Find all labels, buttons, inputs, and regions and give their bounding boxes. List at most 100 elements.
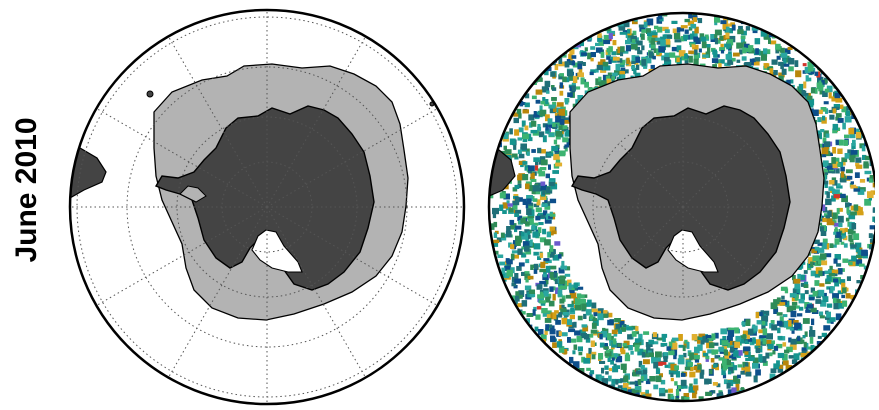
data-coverage-cell xyxy=(776,360,780,367)
data-coverage-cell xyxy=(656,48,660,55)
data-coverage-cell xyxy=(496,237,502,243)
data-coverage-cell xyxy=(648,339,655,345)
data-coverage-cell xyxy=(595,68,599,73)
data-coverage-cell xyxy=(689,33,695,40)
data-coverage-cell xyxy=(502,202,508,209)
data-coverage-cell xyxy=(514,299,518,305)
data-coverage-cell xyxy=(548,300,555,307)
data-coverage-cell xyxy=(658,45,665,53)
data-coverage-cell xyxy=(769,373,776,380)
data-coverage-cell xyxy=(595,78,601,86)
data-coverage-cell xyxy=(837,268,843,275)
data-coverage-cell xyxy=(569,338,577,343)
data-coverage-cell xyxy=(796,336,801,342)
data-coverage-cell xyxy=(591,354,596,360)
data-coverage-cell xyxy=(533,243,541,250)
data-coverage-cell xyxy=(556,341,563,348)
data-coverage-cell xyxy=(531,149,536,153)
data-coverage-cell xyxy=(513,240,517,247)
data-coverage-cell xyxy=(526,208,532,215)
data-coverage-cell xyxy=(856,254,863,259)
data-coverage-cell xyxy=(576,286,584,290)
data-coverage-cell xyxy=(514,295,520,302)
data-coverage-cell xyxy=(568,84,574,88)
data-coverage-cell xyxy=(770,40,777,45)
data-coverage-cell xyxy=(532,309,536,316)
data-coverage-cell xyxy=(763,51,768,57)
data-coverage-cell xyxy=(511,276,516,283)
data-coverage-cell xyxy=(727,39,734,46)
data-coverage-cell xyxy=(820,204,826,211)
data-coverage-cell xyxy=(521,102,526,105)
data-coverage-cell xyxy=(753,375,758,383)
data-coverage-cell xyxy=(541,86,549,93)
data-coverage-cell xyxy=(815,299,822,304)
data-coverage-cell xyxy=(828,269,835,274)
data-coverage-cell xyxy=(797,273,801,281)
data-coverage-cell xyxy=(529,293,536,298)
data-coverage-cell xyxy=(551,87,557,91)
data-coverage-cell xyxy=(627,33,634,38)
data-coverage-cell xyxy=(771,324,778,331)
data-coverage-cell xyxy=(655,368,661,375)
data-coverage-cell xyxy=(544,197,548,204)
data-coverage-cell xyxy=(579,40,584,47)
data-coverage-cell xyxy=(537,126,542,131)
data-coverage-cell xyxy=(528,203,534,210)
data-coverage-cell xyxy=(515,240,521,246)
data-coverage-cell xyxy=(540,181,546,186)
polar-map-left xyxy=(68,8,466,406)
data-coverage-cell xyxy=(714,38,718,45)
data-coverage-cell xyxy=(602,61,609,67)
data-coverage-cell xyxy=(535,99,541,104)
data-coverage-cell xyxy=(725,54,733,60)
data-coverage-cell xyxy=(849,100,855,104)
data-coverage-cell xyxy=(641,59,647,66)
data-coverage-cell xyxy=(659,17,664,22)
data-coverage-cell xyxy=(517,183,522,189)
data-coverage-cell xyxy=(674,365,679,370)
data-coverage-cell xyxy=(716,383,721,388)
data-coverage-cell xyxy=(841,161,846,166)
data-coverage-cell xyxy=(583,313,587,319)
data-coverage-cell xyxy=(823,160,829,167)
data-coverage-cell xyxy=(745,371,752,377)
data-coverage-cell xyxy=(566,323,573,327)
data-coverage-cell xyxy=(756,347,761,354)
data-coverage-cell xyxy=(837,104,844,109)
data-coverage-cell xyxy=(607,355,611,362)
data-coverage-cell xyxy=(806,304,814,309)
data-coverage-cell xyxy=(672,28,677,34)
data-coverage-cell xyxy=(713,342,719,346)
data-coverage-cell xyxy=(548,124,553,128)
data-coverage-cell xyxy=(648,402,654,406)
data-coverage-cell xyxy=(638,360,643,368)
data-coverage-cell xyxy=(553,154,560,161)
data-coverage-cell xyxy=(820,107,827,112)
data-coverage-cell xyxy=(601,378,609,384)
data-coverage-cell xyxy=(822,115,826,121)
data-coverage-cell xyxy=(533,191,541,195)
data-coverage-cell xyxy=(708,400,715,401)
data-coverage-cell xyxy=(805,306,810,313)
data-coverage-cell xyxy=(694,26,699,34)
data-coverage-cell xyxy=(849,133,856,139)
data-coverage-cell xyxy=(569,356,574,364)
data-coverage-cell xyxy=(722,373,727,379)
data-coverage-cell xyxy=(814,239,820,244)
data-coverage-cell xyxy=(697,18,703,24)
data-coverage-cell xyxy=(743,346,751,352)
data-coverage-cell xyxy=(659,390,666,397)
data-coverage-cell xyxy=(659,361,667,365)
data-coverage-cell xyxy=(793,326,798,331)
data-coverage-cell xyxy=(517,137,522,141)
data-coverage-cell xyxy=(637,50,643,55)
data-coverage-cell xyxy=(770,320,775,325)
data-coverage-cell xyxy=(666,34,673,39)
data-coverage-cell xyxy=(837,148,843,154)
data-coverage-cell xyxy=(604,351,612,357)
data-coverage-cell xyxy=(537,256,542,260)
data-coverage-cell xyxy=(559,82,564,89)
data-coverage-cell xyxy=(768,38,771,44)
data-coverage-cell xyxy=(752,363,759,369)
